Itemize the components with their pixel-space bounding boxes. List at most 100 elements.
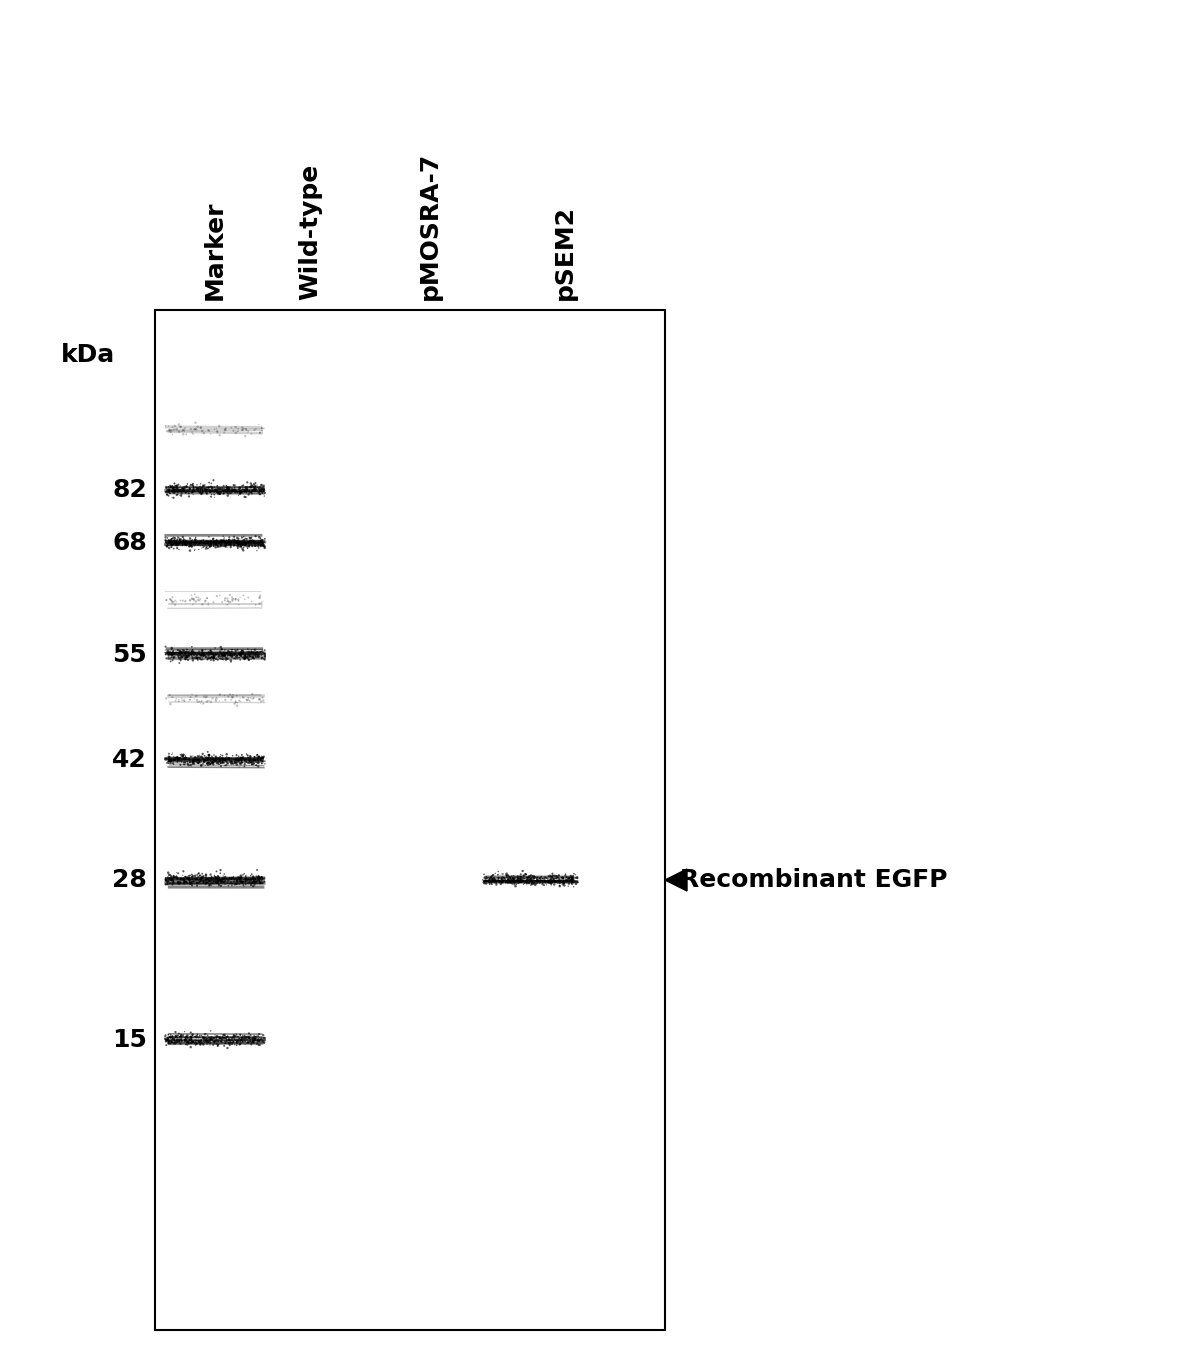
Point bbox=[244, 474, 263, 496]
Point bbox=[241, 1031, 260, 1053]
Point bbox=[211, 756, 230, 778]
Point bbox=[180, 867, 199, 888]
Point bbox=[534, 868, 553, 890]
Point bbox=[220, 749, 239, 771]
Point bbox=[549, 867, 568, 888]
Point bbox=[190, 538, 209, 560]
Point bbox=[205, 750, 224, 772]
Point bbox=[250, 1034, 269, 1055]
Point bbox=[200, 648, 219, 669]
Point bbox=[222, 1032, 241, 1054]
Point bbox=[248, 641, 267, 663]
Point bbox=[168, 1028, 187, 1050]
Point bbox=[171, 754, 190, 776]
Point bbox=[222, 1032, 241, 1054]
Point bbox=[197, 1023, 216, 1045]
Point bbox=[225, 645, 244, 667]
Point bbox=[161, 643, 180, 665]
Point bbox=[225, 1034, 244, 1055]
Point bbox=[201, 750, 220, 772]
Point bbox=[156, 873, 175, 895]
Point bbox=[226, 1028, 245, 1050]
Point bbox=[542, 871, 561, 893]
Point bbox=[185, 533, 204, 554]
Point bbox=[171, 590, 190, 612]
Point bbox=[225, 1028, 244, 1050]
Point bbox=[248, 871, 267, 893]
Text: pMOSRA-7: pMOSRA-7 bbox=[418, 152, 442, 300]
Point bbox=[174, 481, 193, 502]
Point bbox=[502, 865, 521, 887]
Point bbox=[224, 474, 243, 496]
Point bbox=[243, 868, 262, 890]
Point bbox=[161, 533, 180, 554]
Point bbox=[523, 872, 542, 894]
Point bbox=[187, 476, 206, 498]
Point bbox=[213, 868, 232, 890]
Point bbox=[211, 871, 230, 893]
Point bbox=[185, 539, 204, 561]
Point bbox=[158, 478, 177, 500]
Point bbox=[255, 534, 274, 556]
Point bbox=[526, 873, 545, 895]
Point bbox=[223, 590, 242, 612]
Point bbox=[177, 481, 196, 502]
Point bbox=[193, 862, 212, 884]
Point bbox=[184, 649, 203, 671]
Point bbox=[231, 645, 250, 667]
Point bbox=[222, 689, 241, 711]
Point bbox=[210, 753, 229, 775]
Point bbox=[520, 871, 539, 893]
Point bbox=[255, 643, 274, 665]
Point bbox=[160, 1029, 179, 1051]
Point bbox=[182, 587, 201, 609]
Point bbox=[486, 869, 505, 891]
Point bbox=[159, 530, 178, 552]
Point bbox=[168, 645, 187, 667]
Point bbox=[251, 749, 270, 771]
Point bbox=[225, 478, 244, 500]
Point bbox=[549, 865, 568, 887]
Point bbox=[171, 648, 190, 669]
Point bbox=[217, 1031, 236, 1053]
Point bbox=[156, 747, 175, 769]
Point bbox=[210, 690, 229, 712]
Point bbox=[218, 747, 237, 769]
Point bbox=[231, 482, 250, 504]
Point bbox=[245, 419, 264, 441]
Point bbox=[198, 691, 217, 713]
Point bbox=[177, 531, 196, 553]
Point bbox=[194, 872, 213, 894]
Point bbox=[174, 860, 193, 882]
Point bbox=[217, 418, 236, 439]
Point bbox=[187, 648, 206, 669]
Point bbox=[166, 530, 185, 552]
Point bbox=[201, 871, 220, 893]
Text: pSEM2: pSEM2 bbox=[553, 205, 577, 300]
Point bbox=[168, 642, 187, 664]
Point bbox=[538, 869, 557, 891]
Point bbox=[223, 686, 242, 708]
Point bbox=[256, 645, 275, 667]
Point bbox=[228, 645, 246, 667]
Point bbox=[166, 1027, 185, 1049]
Point bbox=[174, 533, 193, 554]
Point bbox=[488, 864, 507, 886]
Point bbox=[190, 533, 209, 554]
Point bbox=[212, 478, 231, 500]
Point bbox=[212, 749, 231, 771]
Point bbox=[512, 865, 531, 887]
Point bbox=[186, 533, 205, 554]
Point bbox=[171, 867, 190, 888]
Point bbox=[218, 530, 237, 552]
Point bbox=[206, 537, 225, 559]
Point bbox=[238, 479, 257, 501]
Point bbox=[187, 586, 206, 608]
Point bbox=[563, 873, 582, 895]
Point bbox=[210, 483, 229, 505]
Point bbox=[184, 423, 203, 445]
Point bbox=[482, 868, 501, 890]
Point bbox=[172, 483, 191, 505]
Point bbox=[156, 530, 175, 552]
Point bbox=[162, 531, 181, 553]
